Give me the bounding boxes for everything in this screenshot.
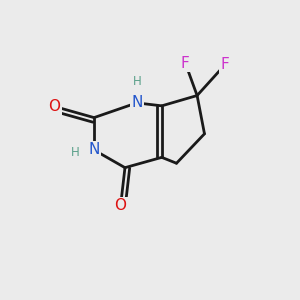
Text: N: N xyxy=(88,142,100,158)
Text: O: O xyxy=(115,198,127,213)
Text: F: F xyxy=(221,57,230,72)
Text: F: F xyxy=(181,56,190,70)
Text: H: H xyxy=(132,75,141,88)
Text: N: N xyxy=(131,95,142,110)
Text: O: O xyxy=(48,99,60,114)
Text: H: H xyxy=(70,146,79,159)
